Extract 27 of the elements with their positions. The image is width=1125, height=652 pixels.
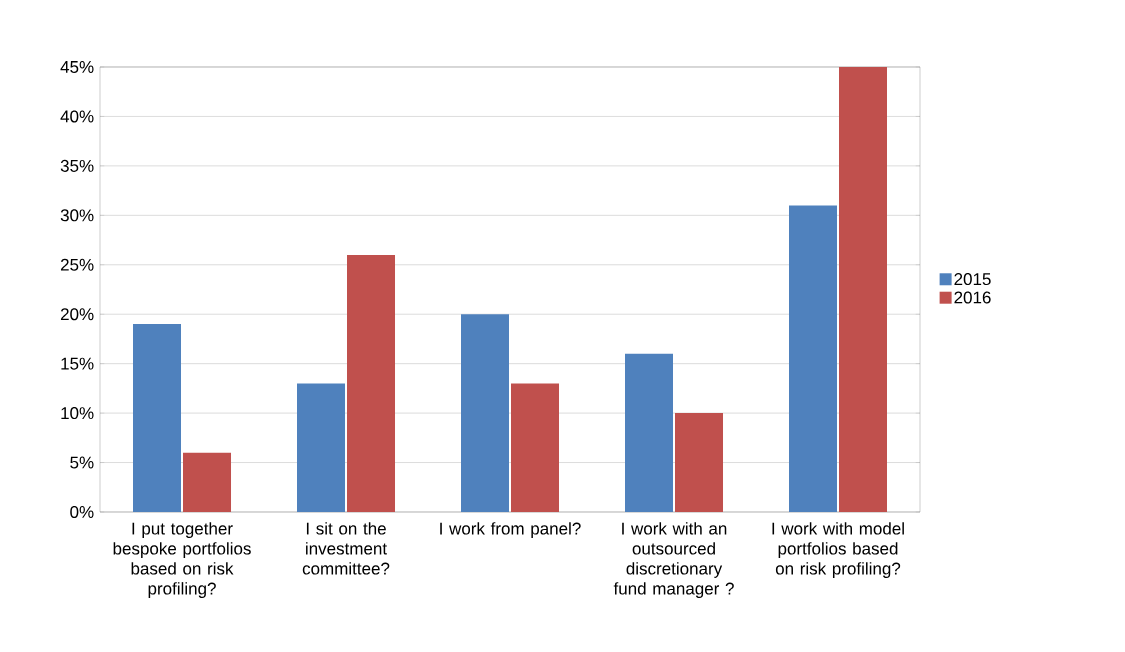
x-tick-label: I work from panel? [440, 522, 581, 538]
y-tick-label: 20% [60, 308, 94, 321]
x-tick-label: I sit on the investment committee? [302, 522, 390, 575]
legend-label: 2016 [954, 291, 991, 304]
y-tick-label: 10% [61, 407, 94, 420]
y-tick-label: 45% [60, 61, 94, 73]
y-tick-label: 35% [60, 159, 94, 172]
y-tick-label: 5% [70, 456, 94, 469]
legend-label: 2015 [954, 273, 991, 286]
y-tick-label: 25% [60, 258, 94, 271]
x-tick-label: I work with model portfolios based on risk profiling? [772, 522, 904, 578]
bar [183, 452, 232, 512]
y-tick-label: 40% [60, 110, 94, 123]
bar [133, 324, 182, 512]
y-tick-label: 30% [60, 209, 94, 222]
bar [839, 67, 887, 512]
bar [625, 353, 673, 512]
x-tick-label: I work with an outsourced discretionary fund manager ? [613, 522, 734, 598]
bar [789, 205, 837, 512]
bar [675, 413, 724, 512]
y-tick-label: 15% [61, 357, 94, 370]
bar [511, 383, 559, 512]
bar [297, 383, 346, 512]
bar [461, 314, 510, 512]
y-tick-label: 0% [70, 505, 94, 519]
x-tick-label: I put together bespoke portfolios based on risk profiling? [113, 522, 251, 598]
bar [347, 254, 395, 512]
